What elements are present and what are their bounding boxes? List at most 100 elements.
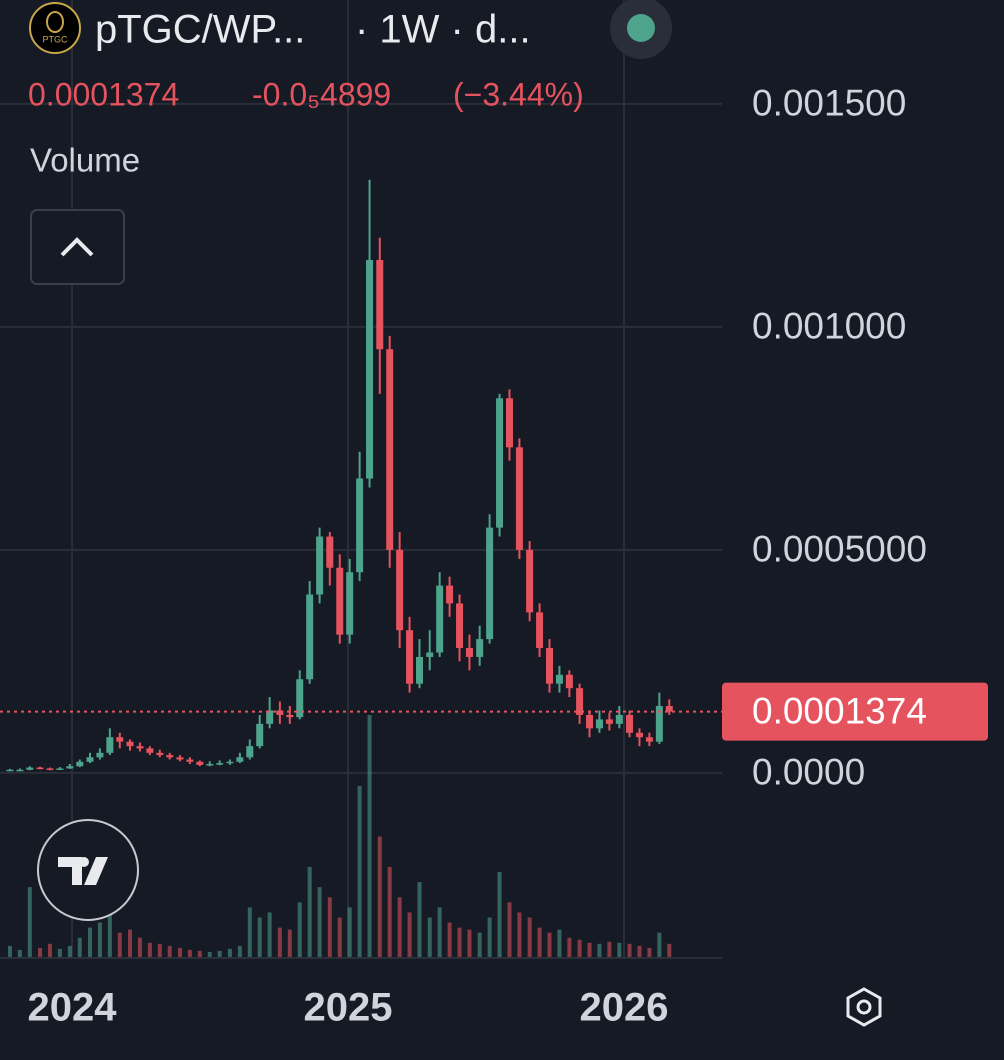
candle-body <box>665 706 673 712</box>
candle-body <box>296 679 304 718</box>
candle-body <box>346 572 354 635</box>
candle-body <box>316 536 324 595</box>
volume-bar <box>147 942 152 958</box>
candle-body <box>56 768 64 770</box>
candle-body <box>46 768 54 770</box>
candle-body <box>655 706 663 742</box>
candle-body <box>236 757 244 762</box>
candle-body <box>226 761 234 764</box>
candle-body <box>136 746 144 749</box>
volume-bar <box>487 917 492 958</box>
y-tick-label: 0.001500 <box>752 83 906 124</box>
candle-body <box>76 761 84 767</box>
candle-body <box>426 652 434 657</box>
settings-button[interactable] <box>846 987 882 1027</box>
y-tick-label: 0.001000 <box>752 306 906 347</box>
volume-bar <box>597 943 602 958</box>
volume-bar <box>297 902 302 958</box>
volume-bar <box>607 941 612 958</box>
candle-body <box>106 737 114 753</box>
candle-body <box>635 732 643 738</box>
volume-bar <box>497 871 502 958</box>
volume-bar <box>337 917 342 958</box>
volume-bar <box>567 937 572 958</box>
volume-bar <box>517 912 522 958</box>
candle-body <box>116 737 124 742</box>
candle-body <box>96 752 104 758</box>
volume-bar <box>257 917 262 958</box>
candle-body <box>166 755 174 758</box>
candle-body <box>246 746 254 758</box>
tradingview-logo[interactable] <box>37 819 139 921</box>
volume-bar <box>107 912 112 958</box>
candle-body <box>615 714 623 724</box>
y-tick-label: 0.0000 <box>752 752 865 793</box>
volume-bar <box>397 897 402 958</box>
candle-body <box>605 719 613 724</box>
x-tick-label: 2025 <box>304 986 393 1030</box>
symbol-name[interactable]: pTGC/WP... <box>95 8 305 52</box>
settings-icon <box>856 999 872 1015</box>
candle-body <box>496 398 504 528</box>
volume-bar <box>537 927 542 958</box>
volume-bar <box>287 929 292 958</box>
volume-bar <box>77 937 82 958</box>
volume-bar <box>327 897 332 958</box>
volume-bar <box>427 917 432 958</box>
candle-body <box>286 714 294 718</box>
volume-bar <box>447 922 452 958</box>
candle-body <box>16 769 24 772</box>
volume-label: Volume <box>30 142 140 179</box>
price: 0.0001374 <box>28 76 179 112</box>
volume-bar <box>87 927 92 958</box>
interval[interactable]: · 1W · d... <box>355 8 531 52</box>
candle-body <box>256 723 264 747</box>
volume-bar <box>157 943 162 958</box>
candle-body <box>306 594 314 680</box>
collapse-button[interactable] <box>30 209 125 285</box>
candle-body <box>376 260 384 350</box>
volume-bar <box>177 947 182 958</box>
volume-bar <box>247 907 252 958</box>
volume-bar <box>347 907 352 958</box>
volume-bar <box>387 866 392 958</box>
plot-area <box>0 0 722 958</box>
volume-bar <box>127 929 132 958</box>
x-tick-label: 2026 <box>580 986 669 1030</box>
volume-bar <box>627 943 632 958</box>
tradingview-mark <box>58 857 108 885</box>
candle-body <box>176 757 184 760</box>
last-price-label: 0.0001374 <box>752 690 927 731</box>
candle-body <box>216 763 224 765</box>
volume-bar <box>267 912 272 958</box>
volume-bar <box>197 950 202 958</box>
candle-body <box>526 549 534 613</box>
volume-bar <box>47 943 52 958</box>
symbol-logo <box>29 2 81 54</box>
volume-bar <box>117 932 122 958</box>
volume-bar <box>17 949 22 958</box>
candle-body <box>336 567 344 635</box>
volume-bar <box>137 937 142 958</box>
volume-bar <box>457 927 462 958</box>
volume-bar <box>277 927 282 958</box>
volume-bar <box>317 887 322 958</box>
volume-bar <box>587 942 592 958</box>
volume-bar <box>217 950 222 958</box>
candle-body <box>505 398 513 448</box>
candle-body <box>356 478 364 573</box>
volume-bar <box>547 932 552 958</box>
candle-body <box>186 759 194 762</box>
status-dot <box>627 14 655 42</box>
volume-bar <box>577 939 582 958</box>
candle-body <box>366 260 374 479</box>
x-tick-label: 2024 <box>28 986 118 1030</box>
candle-body <box>146 748 154 753</box>
volume-bar <box>527 917 532 958</box>
volume-bar <box>467 929 472 958</box>
candle-body <box>86 757 94 762</box>
candle-body <box>406 630 414 684</box>
volume-bar <box>377 836 382 958</box>
volume-bar <box>557 929 562 958</box>
